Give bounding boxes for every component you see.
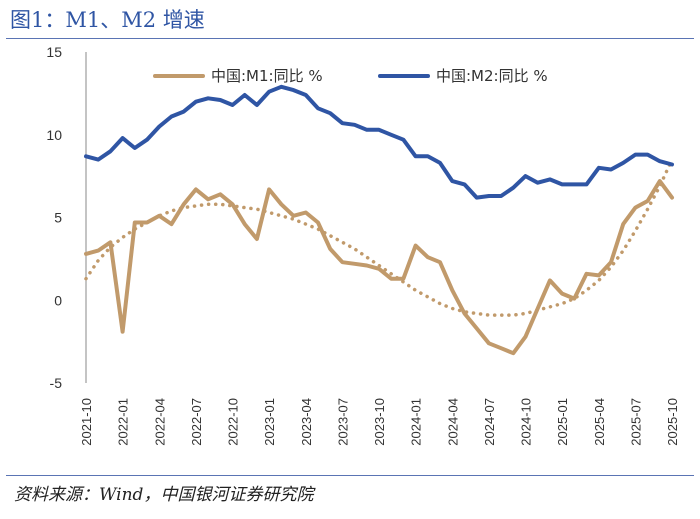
- m1-series-line: [84, 179, 674, 356]
- y-tick-label: 0: [54, 292, 62, 308]
- y-tick-label: 10: [46, 127, 62, 143]
- x-tick-label: 2025-07: [628, 398, 643, 446]
- x-tick-label: 2022-10: [226, 398, 241, 446]
- x-tick-label: 2025-10: [665, 398, 680, 446]
- x-tick-label: 2023-01: [262, 398, 277, 446]
- x-tick-label: 2023-04: [299, 398, 314, 446]
- chart-title: 图1：M1、M2 增速: [10, 8, 205, 32]
- m1-trend-line: [84, 157, 674, 317]
- x-tick-label: 2025-04: [592, 398, 607, 446]
- x-tick-label: 2023-07: [335, 398, 350, 446]
- title-divider: [6, 38, 694, 39]
- x-tick-label: 2022-01: [116, 398, 131, 446]
- x-tick-label: 2022-04: [152, 398, 167, 446]
- m2-series-line: [84, 84, 674, 200]
- footer-divider: [6, 475, 694, 476]
- y-tick-label: 15: [46, 44, 62, 60]
- legend-m2-label: 中国:M2:同比 %: [436, 67, 548, 85]
- x-tick-label: 2022-07: [189, 398, 204, 446]
- x-tick-label: 2024-04: [445, 398, 460, 446]
- y-tick-label: -5: [50, 375, 63, 391]
- x-tick-label: 2024-10: [519, 398, 534, 446]
- legend-m1-label: 中国:M1:同比 %: [211, 67, 323, 85]
- x-tick-label: 2025-01: [555, 398, 570, 446]
- source-note: 资料来源：Wind，中国银河证券研究院: [14, 485, 314, 505]
- y-tick-label: 5: [54, 210, 62, 226]
- x-tick-label: 2023-10: [372, 398, 387, 446]
- x-tick-label: 2024-07: [482, 398, 497, 446]
- x-tick-label: 2024-01: [409, 398, 424, 446]
- x-tick-label: 2021-10: [79, 398, 94, 446]
